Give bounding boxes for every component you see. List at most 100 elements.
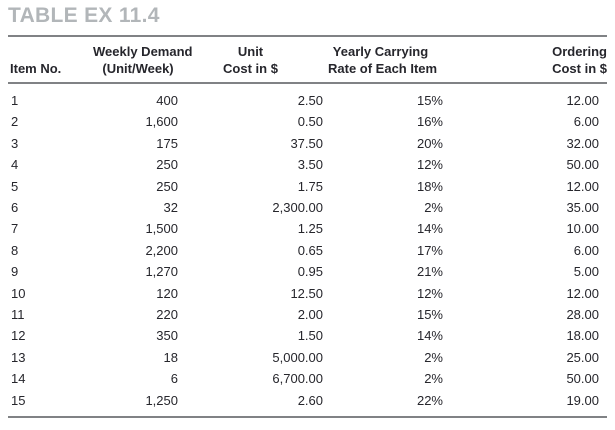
weekly-demand-cell: 250	[156, 178, 178, 194]
table-row: 1 400 2.50 15% 12.00	[8, 83, 607, 111]
weekly-demand-cell: 1,270	[145, 264, 178, 280]
unit-cost-cell: 6,700.00	[272, 371, 323, 387]
table-row: 9 1,270 0.95 21% 5.00	[8, 261, 607, 282]
weekly-demand-cell: 2,200	[145, 242, 178, 258]
weekly-demand-cell: 6	[170, 371, 178, 387]
weekly-demand-cell: 1,600	[145, 114, 178, 130]
table-row: 8 2,200 0.65 17% 6.00	[8, 240, 607, 261]
item-no-cell: 15	[11, 392, 26, 408]
header-line: Rate of Each Item	[328, 61, 438, 76]
ordering-cost-cell: 35.00	[566, 200, 599, 216]
table-row: 10 120 12.50 12% 12.00	[8, 283, 607, 304]
unit-cost-cell: 2.50	[297, 93, 323, 108]
item-no-cell: 13	[11, 349, 26, 365]
carrying-rate-cell: 22%	[416, 392, 443, 408]
table-row: 14 6 6,700.00 2% 50.00	[8, 368, 607, 389]
header-line: Unit	[237, 44, 264, 59]
ordering-cost-cell: 10.00	[566, 221, 599, 237]
ordering-cost-cell: 50.00	[566, 157, 599, 173]
unit-cost-cell: 1.75	[297, 178, 323, 194]
table-row: 7 1,500 1.25 14% 10.00	[8, 218, 607, 239]
table-row: 6 32 2,300.00 2% 35.00	[8, 197, 607, 218]
carrying-rate-cell: 17%	[416, 242, 443, 258]
ordering-cost-cell: 6.00	[573, 114, 599, 130]
ordering-cost-cell: 12.00	[566, 178, 599, 194]
carrying-rate-cell: 16%	[416, 114, 443, 130]
header-line: Yearly Carrying	[332, 44, 429, 59]
item-no-cell: 1	[11, 93, 19, 108]
data-table: Item No. Weekly Demand (Unit/Week) Unit …	[8, 35, 607, 419]
carrying-rate-cell: 14%	[416, 221, 443, 237]
ordering-cost-cell: 12.00	[566, 93, 599, 108]
unit-cost-cell: 2.60	[297, 392, 323, 408]
weekly-demand-cell: 1,250	[145, 392, 178, 408]
carrying-rate-cell: 15%	[416, 307, 443, 323]
item-no-cell: 14	[11, 371, 26, 387]
table-body: 1 400 2.50 15% 12.00 2 1,600 0.50 16% 6.00 3 175 37.…	[8, 83, 607, 417]
item-no-cell: 3	[11, 135, 19, 151]
unit-cost-cell: 1.50	[297, 328, 323, 344]
table-row: 4 250 3.50 12% 50.00	[8, 154, 607, 175]
column-header-ordering-cost: Ordering Cost in $	[473, 36, 607, 84]
header-line: Item No.	[10, 61, 62, 76]
item-no-cell: 6	[11, 200, 19, 216]
carrying-rate-cell: 14%	[416, 328, 443, 344]
carrying-rate-cell: 21%	[416, 264, 443, 280]
carrying-rate-cell: 2%	[424, 371, 443, 387]
table-row: 13 18 5,000.00 2% 25.00	[8, 347, 607, 368]
column-header-unit-cost: Unit Cost in $	[183, 36, 328, 84]
unit-cost-cell: 0.50	[297, 114, 323, 130]
table-row: 3 175 37.50 20% 32.00	[8, 133, 607, 154]
table-figure: TABLE EX 11.4 Item No. Weekly Demand (Un…	[8, 4, 607, 419]
ordering-cost-cell: 19.00	[566, 392, 599, 408]
weekly-demand-cell: 1,500	[145, 221, 178, 237]
weekly-demand-cell: 120	[156, 285, 178, 301]
weekly-demand-cell: 250	[156, 157, 178, 173]
weekly-demand-cell: 350	[156, 328, 178, 344]
ordering-cost-cell: 32.00	[566, 135, 599, 151]
unit-cost-cell: 0.65	[297, 242, 323, 258]
weekly-demand-cell: 400	[156, 93, 178, 108]
header-line: Cost in $	[552, 61, 607, 76]
unit-cost-cell: 12.50	[290, 285, 323, 301]
unit-cost-cell: 3.50	[297, 157, 323, 173]
unit-cost-cell: 5,000.00	[272, 349, 323, 365]
ordering-cost-cell: 25.00	[566, 349, 599, 365]
unit-cost-cell: 2,300.00	[272, 200, 323, 216]
ordering-cost-cell: 28.00	[566, 307, 599, 323]
table-title: TABLE EX 11.4	[8, 4, 160, 27]
weekly-demand-cell: 32	[163, 200, 178, 216]
table-row: 15 1,250 2.60 22% 19.00	[8, 390, 607, 417]
item-no-cell: 12	[11, 328, 26, 344]
header-line: Ordering	[552, 44, 607, 59]
header-line: Cost in $	[223, 61, 278, 76]
table-row: 5 250 1.75 18% 12.00	[8, 176, 607, 197]
item-no-cell: 2	[11, 114, 19, 130]
item-no-cell: 9	[11, 264, 19, 280]
ordering-cost-cell: 50.00	[566, 371, 599, 387]
header-line: (Unit/Week)	[102, 61, 174, 76]
carrying-rate-cell: 12%	[416, 285, 443, 301]
unit-cost-cell: 2.00	[297, 307, 323, 323]
table-header: Item No. Weekly Demand (Unit/Week) Unit …	[8, 36, 607, 84]
item-no-cell: 11	[11, 307, 25, 323]
ordering-cost-cell: 18.00	[566, 328, 599, 344]
carrying-rate-cell: 2%	[424, 200, 443, 216]
column-header-weekly-demand: Weekly Demand (Unit/Week)	[93, 36, 193, 84]
column-header-carrying-rate: Yearly Carrying Rate of Each Item	[328, 36, 473, 84]
carrying-rate-cell: 18%	[416, 178, 443, 194]
weekly-demand-cell: 18	[163, 349, 178, 365]
weekly-demand-cell: 220	[156, 307, 178, 323]
item-no-cell: 4	[11, 157, 19, 173]
header-line: Weekly Demand	[93, 44, 193, 59]
item-no-cell: 7	[11, 221, 19, 237]
table-row: 12 350 1.50 14% 18.00	[8, 325, 607, 346]
item-no-cell: 5	[11, 178, 19, 194]
carrying-rate-cell: 12%	[416, 157, 443, 173]
ordering-cost-cell: 6.00	[573, 242, 599, 258]
carrying-rate-cell: 2%	[424, 349, 443, 365]
table-row: 2 1,600 0.50 16% 6.00	[8, 111, 607, 132]
column-header-item-no: Item No.	[8, 36, 93, 84]
ordering-cost-cell: 12.00	[566, 285, 599, 301]
carrying-rate-cell: 15%	[416, 93, 443, 108]
